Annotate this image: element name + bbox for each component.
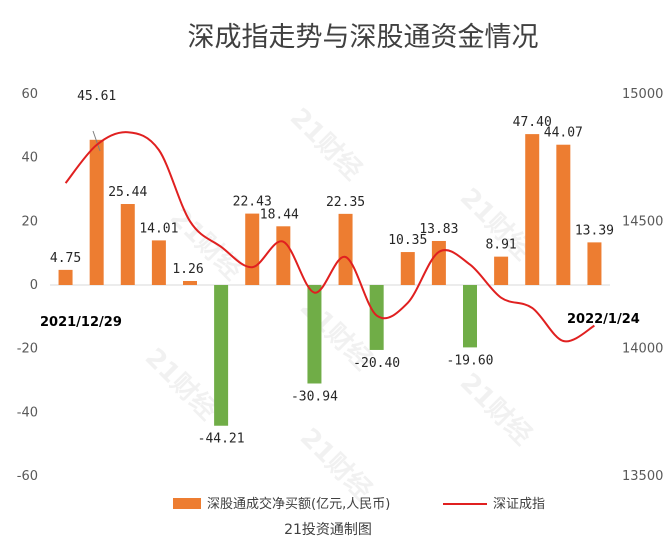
bar — [463, 285, 477, 348]
right-tick-label: 15000 — [622, 87, 663, 102]
legend-line-label: 深证成指 — [493, 497, 545, 512]
left-axis: 60 40 20 0 -20 -40 -60 — [17, 87, 38, 484]
legend: 深股通成交净买额(亿元,人民币) 深证成指 — [173, 496, 545, 512]
bar-value-label: 22.43 — [233, 195, 272, 210]
end-date-label: 2022/1/24 — [567, 312, 640, 327]
watermark: 21财经 — [454, 367, 538, 451]
source-note: 21投资通制图 — [284, 522, 372, 538]
watermark: 21财经 — [139, 342, 223, 426]
right-tick-label: 14500 — [622, 214, 663, 229]
bar-series — [58, 134, 602, 426]
bar — [214, 285, 229, 426]
bar-value-label: 45.61 — [77, 89, 116, 104]
bar — [276, 226, 291, 285]
bar-value-label: 44.07 — [544, 126, 583, 141]
bar — [369, 285, 384, 350]
left-tick-label: -40 — [17, 405, 38, 420]
left-tick-label: 40 — [21, 151, 38, 166]
bar-value-label: 25.44 — [108, 185, 147, 200]
left-tick-label: 60 — [21, 87, 38, 102]
left-tick-label: 0 — [30, 278, 38, 293]
right-tick-label: 13500 — [622, 469, 663, 484]
bar-value-label: 13.83 — [419, 222, 458, 237]
bar-value-label: -30.94 — [291, 389, 338, 404]
right-tick-label: 14000 — [622, 342, 663, 357]
bar — [120, 204, 135, 285]
bar-value-label: 8.91 — [485, 238, 516, 253]
bar — [587, 242, 602, 285]
index-line — [64, 131, 595, 343]
bar — [431, 240, 446, 285]
bar-value-label: -20.40 — [353, 356, 400, 371]
legend-bar-swatch — [173, 498, 201, 509]
chart-title: 深成指走势与深股通资金情况 — [188, 22, 539, 53]
bar-value-label: 22.35 — [326, 195, 365, 210]
bar-value-label: 10.35 — [388, 233, 427, 248]
bar — [151, 240, 166, 285]
bar-value-label: 14.01 — [139, 221, 178, 236]
bar — [183, 280, 197, 285]
watermark: 21财经 — [284, 102, 368, 186]
bar-value-label: 13.39 — [575, 223, 614, 238]
bar — [400, 252, 415, 285]
left-tick-label: -20 — [17, 342, 38, 357]
bar-value-label: -19.60 — [447, 353, 494, 368]
left-tick-label: 20 — [21, 214, 38, 229]
bar — [525, 134, 540, 285]
bar-value-label: 4.75 — [50, 251, 81, 266]
bar — [89, 139, 104, 285]
bar — [58, 269, 73, 285]
bar-value-label: -44.21 — [198, 432, 245, 447]
bar-value-label: 1.26 — [172, 262, 203, 277]
bar-value-label: 18.44 — [260, 207, 299, 222]
start-date-label: 2021/12/29 — [40, 315, 122, 330]
bar — [307, 285, 322, 384]
bar — [494, 256, 509, 285]
watermark: 21财经 — [294, 422, 378, 506]
bar — [556, 144, 571, 285]
bar — [338, 213, 353, 285]
bar — [245, 213, 260, 285]
right-axis: 15000 14500 14000 13500 — [622, 87, 663, 484]
legend-bar-label: 深股通成交净买额(亿元,人民币) — [207, 496, 390, 512]
left-tick-label: -60 — [17, 469, 38, 484]
leader-line — [92, 130, 101, 152]
bar-value-label: 47.40 — [513, 115, 552, 130]
